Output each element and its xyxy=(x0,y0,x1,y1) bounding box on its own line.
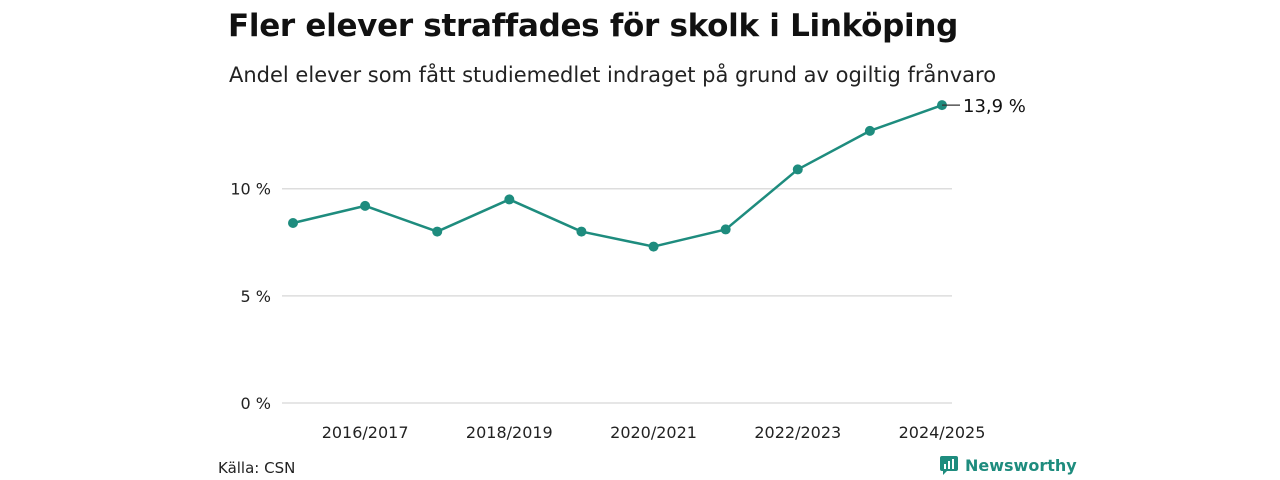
chart-title: Fler elever straffades för skolk i Linkö… xyxy=(228,8,958,44)
data-point xyxy=(288,218,298,228)
x-tick-label: 2022/2023 xyxy=(754,423,841,442)
grid-lines xyxy=(282,187,952,404)
series-line xyxy=(291,103,944,248)
data-point xyxy=(504,194,515,205)
data-point xyxy=(432,226,443,237)
newsworthy-logo-icon xyxy=(940,456,958,475)
y-axis-labels: 0 % 5 % 10 % xyxy=(230,180,271,413)
y-tick-label: 5 % xyxy=(241,287,271,306)
end-value-label: 13,9 % xyxy=(963,96,1026,117)
brand-name: Newsworthy xyxy=(965,455,1077,475)
data-point xyxy=(720,224,731,235)
data-points xyxy=(288,100,947,252)
data-point xyxy=(576,226,587,237)
data-point xyxy=(648,241,659,252)
x-tick-label: 2024/2025 xyxy=(899,423,986,442)
brand-logo: Newsworthy xyxy=(939,455,1077,475)
x-axis-labels: 2016/2017 2018/2019 2020/2021 2022/2023 2024… xyxy=(322,423,986,442)
y-tick-label: 0 % xyxy=(241,394,271,413)
y-tick-label: 10 % xyxy=(230,180,271,199)
line-chart: 0 %5 %10 % 2016/2017 2018/2019 2020/2021 20… xyxy=(230,96,1026,442)
data-point xyxy=(792,164,803,175)
x-tick-label: 2018/2019 xyxy=(466,423,553,442)
end-label-group: 13,9 % xyxy=(942,96,1026,117)
x-tick-label: 2016/2017 xyxy=(322,423,409,442)
source-note: Källa: CSN xyxy=(218,459,296,477)
chart-subtitle: Andel elever som fått studiemedlet indra… xyxy=(229,63,997,87)
data-point xyxy=(360,200,371,211)
data-point xyxy=(864,125,875,136)
x-tick-label: 2020/2021 xyxy=(610,423,697,442)
